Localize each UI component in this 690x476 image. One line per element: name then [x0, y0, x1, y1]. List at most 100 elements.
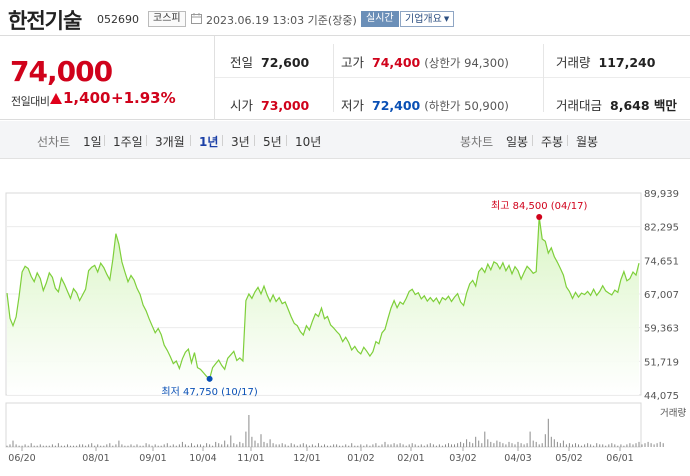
volume-bar	[339, 445, 341, 447]
volume: 거래량 117,240	[556, 52, 655, 71]
volume-bar	[562, 440, 564, 447]
up-triangle-icon	[50, 93, 62, 104]
volume-bar	[45, 445, 47, 447]
volume-bar	[191, 443, 192, 447]
volume-bar	[505, 444, 507, 447]
tab-3month[interactable]: 3개월	[155, 135, 185, 149]
volume-bar	[354, 445, 356, 447]
volume-bar	[94, 445, 96, 447]
volume-bar	[305, 444, 307, 447]
y-tick-label: 59,363	[644, 324, 679, 335]
volume-bar	[206, 443, 208, 447]
current-price: 74,000	[10, 55, 113, 88]
volume-bar	[360, 444, 362, 447]
candle-chart-title: 봉차트	[460, 135, 494, 149]
volume-bar	[178, 444, 180, 447]
x-tick-label: 11/01	[237, 453, 264, 464]
volume-bar	[496, 440, 498, 447]
volume-bar	[327, 445, 328, 447]
volume-bar	[248, 415, 250, 447]
volume-bar	[245, 431, 247, 447]
volume-bar	[472, 443, 474, 447]
prev-close: 전일 72,600	[230, 52, 309, 71]
open-price: 시가 73,000	[230, 95, 309, 114]
stock-name: 한전기술	[8, 9, 82, 33]
volume-bar	[366, 444, 368, 447]
tab-5year[interactable]: 5년	[263, 135, 282, 149]
day-high: 고가 74,400 (상한가 94,300)	[341, 52, 509, 71]
tab-3year[interactable]: 3년	[231, 135, 250, 149]
prev-close-value: 72,600	[261, 55, 310, 70]
volume-bar	[260, 434, 262, 447]
volume-bar	[544, 434, 546, 447]
volume-bar	[290, 443, 292, 447]
volume-bar	[348, 445, 350, 447]
volume-bar	[324, 444, 325, 447]
price-line	[6, 216, 640, 380]
volume-bar	[230, 435, 232, 447]
volume-bar	[478, 440, 480, 447]
volume-bar	[239, 441, 241, 447]
volume-bar	[351, 443, 353, 447]
amount-value: 8,648 백만	[610, 98, 677, 113]
volume-bar	[647, 441, 649, 447]
volume-bar	[547, 418, 549, 447]
volume-bar	[475, 436, 477, 447]
volume-value: 117,240	[598, 55, 656, 70]
volume-bar	[148, 444, 150, 447]
open-value: 73,000	[261, 98, 310, 113]
volume-bar	[611, 443, 613, 447]
volume-bar	[517, 441, 519, 447]
volume-bar	[529, 431, 531, 447]
volume-bar	[60, 445, 62, 447]
volume-bar	[299, 444, 301, 447]
tab-1week[interactable]: 1주일	[113, 135, 143, 149]
low-label: 저가	[341, 98, 365, 113]
price-chart-svg[interactable]: 89,939 82,295 74,651 67,007 59,363 51,719 44,0…	[0, 160, 690, 476]
change-rate: +1.93%	[111, 89, 176, 107]
chart-period-tabs: 선차트 1일 1주일 3개월 1년 3년 5년 10년 봉차트 일봉 주봉 월봉	[0, 121, 690, 159]
volume-bar	[79, 444, 81, 447]
volume-bar	[27, 445, 29, 447]
tab-weekly-candle[interactable]: 주봉	[541, 135, 564, 149]
x-tick-label: 03/02	[449, 453, 476, 464]
tab-1year[interactable]: 1년	[199, 135, 219, 149]
volume-bar	[487, 439, 489, 447]
tab-10year[interactable]: 10년	[295, 135, 322, 149]
volume-bar	[333, 444, 335, 447]
volume-bar	[70, 445, 71, 447]
volume-bar	[420, 444, 422, 447]
volume-bars	[6, 415, 664, 447]
volume-bar	[363, 445, 365, 447]
price-chart[interactable]: 89,939 82,295 74,651 67,007 59,363 51,719 44,0…	[0, 160, 690, 476]
row-divider	[215, 77, 690, 78]
volume-bar	[308, 445, 310, 447]
volume-bar	[614, 444, 616, 447]
x-axis-ticks: 06/20 08/01 09/01 10/04 11/01 12/01 01/02 02/01…	[8, 447, 634, 464]
company-info-dropdown[interactable]: 기업개요 ▼	[400, 11, 455, 27]
volume-bar	[194, 445, 195, 447]
calendar-icon	[191, 13, 202, 24]
realtime-button[interactable]: 실시간	[361, 11, 399, 27]
tab-daily-candle[interactable]: 일봉	[506, 135, 529, 149]
volume-bar	[321, 445, 322, 447]
volume-bar	[227, 444, 229, 447]
tab-monthly-candle[interactable]: 월봉	[576, 135, 599, 149]
volume-bar	[51, 444, 53, 447]
tab-1day[interactable]: 1일	[83, 135, 102, 149]
volume-bar	[91, 443, 93, 447]
volume-bar	[375, 443, 377, 447]
volume-bar	[484, 431, 486, 447]
high-value: 74,400	[372, 55, 421, 70]
column-divider	[543, 44, 544, 112]
volume-bar	[36, 445, 38, 447]
volume-bar	[224, 440, 226, 447]
volume-bar	[393, 443, 395, 447]
volume-bar	[432, 444, 434, 447]
volume-bar	[169, 445, 171, 447]
volume-bar	[384, 441, 386, 447]
volume-bar	[568, 443, 570, 447]
volume-bar	[369, 445, 371, 447]
volume-plot-frame	[5, 402, 642, 448]
volume-bar	[629, 443, 631, 447]
